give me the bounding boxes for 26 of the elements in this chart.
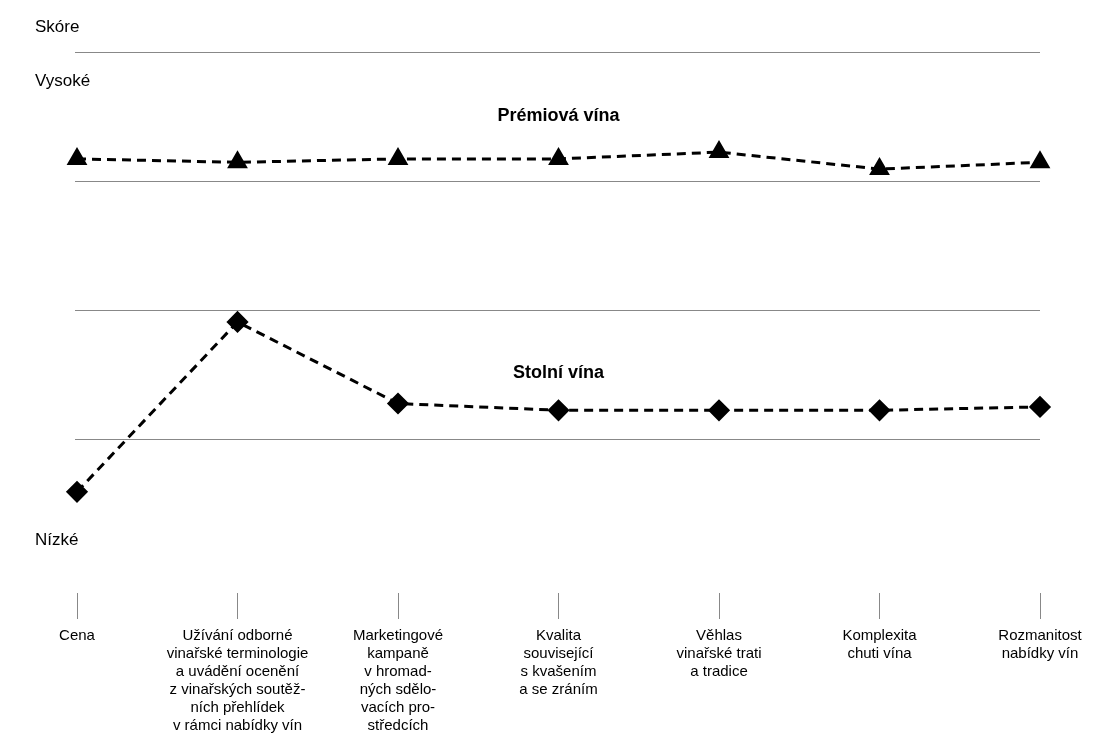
text: Vysoké xyxy=(35,70,91,90)
x-tick-label: Věhlas vinařské trati a tradice xyxy=(676,626,762,680)
point xyxy=(387,393,409,414)
x-tick-label: Kvalita související s kvašením a se zráním xyxy=(519,626,598,698)
x-tick-label: Užívání odborné vinařské terminologie a uvádění ocenění z vinařských soutěž- ních přehlídek v rámci nabídky vín xyxy=(166,626,309,734)
point xyxy=(67,148,87,165)
point xyxy=(548,399,569,421)
text: Skóre xyxy=(35,16,80,36)
point xyxy=(869,399,890,421)
point xyxy=(549,148,568,165)
x-tick-label: Rozmanitost nabídky vín xyxy=(998,626,1083,662)
text: Nízké xyxy=(35,529,79,549)
point xyxy=(709,141,729,159)
point xyxy=(66,481,88,503)
point xyxy=(227,311,248,333)
point xyxy=(388,148,408,165)
x-tick-label: Komplexita chuti vína xyxy=(842,626,918,662)
point xyxy=(228,151,247,169)
point xyxy=(708,399,730,421)
point xyxy=(870,158,889,176)
point xyxy=(1029,396,1051,418)
x-tick-label: Marketingové kampaně v hromad- ných sdělo- vacích pro- středcích xyxy=(352,626,444,734)
series-label: Prémiová vína xyxy=(497,104,621,125)
series-label: Stolní vína xyxy=(512,362,605,383)
x-tick-label: Cena xyxy=(59,626,96,644)
point xyxy=(1030,151,1050,169)
